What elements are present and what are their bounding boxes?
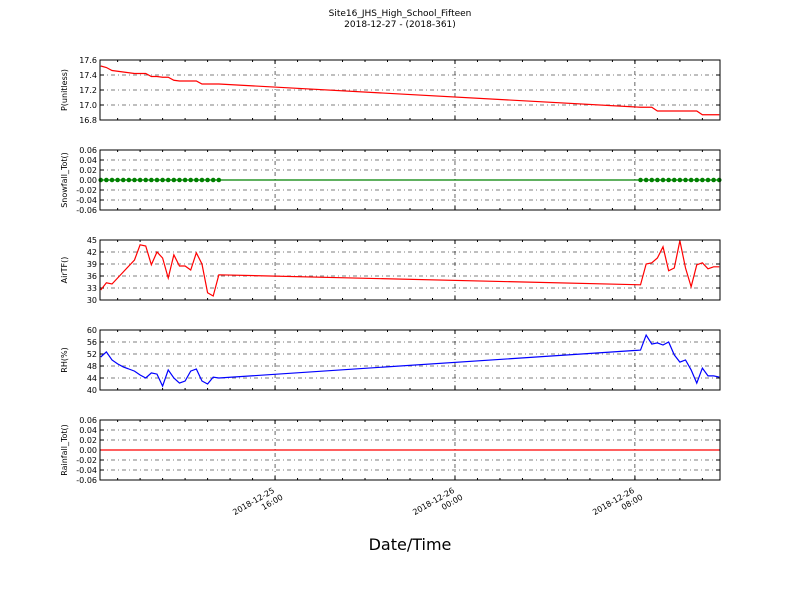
data-point [199, 177, 205, 183]
data-point [188, 177, 194, 183]
data-point [671, 177, 677, 183]
data-point [649, 177, 655, 183]
data-point [165, 177, 171, 183]
data-point [149, 177, 154, 183]
y-tick-label: 56 [87, 338, 97, 347]
data-point [109, 177, 115, 183]
y-axis-label: Rainfall_Tot() [60, 424, 69, 476]
y-tick-label: -0.06 [76, 206, 97, 215]
y-tick-label: 17.0 [79, 101, 97, 110]
x-tick-label: 2018-12-2600:00 [411, 484, 464, 526]
y-tick-label: 0.06 [79, 146, 97, 155]
x-tick-label: 2018-12-2608:00 [591, 484, 644, 526]
y-tick-label: 17.2 [79, 86, 97, 95]
data-point [137, 177, 143, 183]
data-line [100, 240, 720, 297]
y-tick-label: 40 [87, 386, 97, 395]
y-tick-label: 0.04 [79, 156, 97, 165]
chart-title: Site16_JHS_High_School_Fifteen [329, 9, 472, 19]
y-tick-label: 33 [87, 284, 97, 293]
data-point [205, 177, 210, 183]
y-tick-label: 0.02 [79, 436, 97, 445]
y-tick-label: 52 [87, 350, 97, 359]
data-point [677, 177, 683, 183]
y-tick-label: -0.04 [76, 196, 97, 205]
data-point [177, 177, 182, 183]
data-point [655, 177, 660, 183]
data-point [182, 177, 188, 183]
data-point [126, 177, 132, 183]
x-axis-label: Date/Time [369, 535, 452, 554]
data-point [132, 177, 137, 183]
data-point [210, 177, 216, 183]
data-point [216, 177, 222, 183]
y-axis-label: RH(%) [60, 347, 69, 372]
y-tick-label: 30 [87, 296, 97, 305]
y-tick-label: 44 [87, 374, 97, 383]
y-axis-label: P(unitless) [60, 69, 69, 111]
data-point [154, 177, 160, 183]
data-point [171, 177, 177, 183]
y-tick-label: 0.02 [79, 166, 97, 175]
data-point [194, 177, 199, 183]
y-tick-label: 0.00 [79, 176, 97, 185]
data-point [160, 177, 165, 183]
data-point [638, 177, 643, 183]
y-tick-label: -0.04 [76, 466, 97, 475]
plot-frame [99, 239, 721, 301]
data-point [660, 177, 666, 183]
data-point [104, 177, 109, 183]
x-tick-label: 2018-12-2516:00 [231, 484, 284, 526]
y-tick-label: 17.4 [79, 71, 97, 80]
data-point [666, 177, 671, 183]
data-point [643, 177, 649, 183]
y-tick-label: 17.6 [79, 56, 97, 65]
y-tick-label: -0.06 [76, 476, 97, 485]
data-line [100, 333, 720, 388]
chart-subtitle: 2018-12-27 - (2018-361) [344, 20, 456, 30]
y-tick-label: -0.02 [76, 186, 97, 195]
data-point [688, 177, 694, 183]
plot-frame [99, 59, 721, 121]
data-point [711, 177, 716, 183]
plot-frame [99, 419, 721, 481]
y-tick-label: 0.04 [79, 426, 97, 435]
data-point [98, 177, 104, 183]
y-axis-label: Snowfall_Tot() [60, 152, 69, 208]
y-axis-label: AirTF() [60, 257, 69, 284]
data-point [705, 177, 711, 183]
data-point [700, 177, 705, 183]
plot-frame [99, 149, 721, 211]
y-tick-label: 60 [87, 326, 97, 335]
y-tick-label: 48 [87, 362, 97, 371]
data-point [716, 177, 722, 183]
data-line [100, 65, 720, 116]
y-tick-label: 16.8 [79, 116, 97, 125]
y-tick-label: 0.06 [79, 416, 97, 425]
y-tick-label: -0.02 [76, 456, 97, 465]
data-point [115, 177, 120, 183]
y-tick-label: 42 [87, 248, 97, 257]
y-tick-label: 39 [87, 260, 97, 269]
data-point [120, 177, 126, 183]
data-point [683, 177, 688, 183]
y-tick-label: 45 [87, 236, 97, 245]
data-point [694, 177, 700, 183]
y-tick-label: 0.00 [79, 446, 97, 455]
data-point [143, 177, 149, 183]
y-tick-label: 36 [87, 272, 97, 281]
plot-frame [99, 329, 721, 391]
